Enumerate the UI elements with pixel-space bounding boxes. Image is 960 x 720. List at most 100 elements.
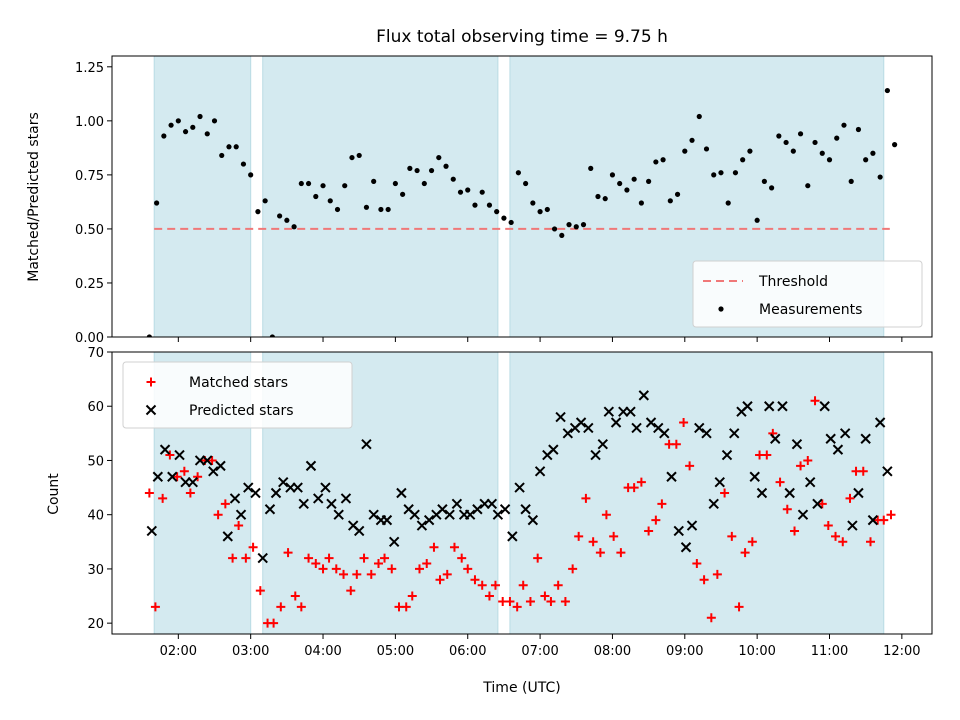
measurement-point [465,187,471,193]
y-tick-label: 0.75 [75,169,104,184]
measurement-point [269,334,275,337]
matched-star-marker [879,515,889,525]
measurement-point [356,152,362,159]
predicted-star-marker [791,438,803,450]
predicted-star-marker [520,504,531,515]
measurement-point [703,146,710,152]
matched-star-marker [207,455,217,465]
matched-star-marker [831,531,841,541]
matched-star-marker [339,569,349,579]
matched-star-marker [276,602,286,612]
chart-title: Flux total observing time = 9.75 h [376,27,668,47]
predicted-star-marker [874,417,886,428]
measurement-point [754,217,760,223]
y-tick-label: 40 [87,509,104,524]
predicted-star-marker [839,428,851,439]
axes-frame [111,55,933,338]
matched-star-marker [712,569,722,579]
predicted-star-marker [714,476,725,488]
matched-star-marker [866,537,875,547]
measurement-point [175,118,181,124]
measurement-point [219,152,225,159]
predicted-star-marker [763,401,775,412]
predicted-star-marker [867,514,879,526]
matched-star-marker [429,542,439,552]
x-tick-label: 07:00 [521,644,558,659]
predicted-star-marker [694,422,705,434]
x-tick-label: 11:00 [811,644,848,659]
matched-star-marker [401,602,411,612]
predicted-star-marker [167,471,178,482]
matched-star-marker [553,580,563,590]
matched-star-marker [172,472,182,482]
predicted-star-marker [229,493,241,504]
top-y-axis-label: Matched/Predicted stars [26,112,42,282]
predicted-star-marker [472,504,483,515]
matched-star-marker [255,586,265,596]
measurement-point [262,198,268,204]
matched-star-marker [241,553,251,563]
matched-star-marker [296,602,306,612]
measurement-point [696,113,702,120]
measurement-point [211,118,218,124]
measurement-point [342,183,348,189]
predicted-star-marker [202,455,213,466]
measurement-point [602,196,608,202]
matched-star-marker [568,564,578,574]
plot-area [146,87,898,337]
measurement-point [863,157,869,163]
measurement-point [660,157,666,163]
measurement-point [450,176,456,182]
y-tick-label: 20 [87,617,104,632]
x-tick-label: 08:00 [594,644,631,659]
matched-star-marker [304,553,314,563]
matched-star-marker [790,526,800,536]
predicted-star-marker [444,509,455,520]
predicted-star-marker [381,514,393,526]
predicted-star-marker [847,520,858,531]
legend-measurement-swatch [718,306,724,312]
matched-star-marker [185,488,195,498]
matched-star-marker [560,596,570,606]
x-tick-label: 02:00 [160,644,197,659]
measurement-point [334,206,341,213]
predicted-star-marker [797,509,809,520]
measurement-point [805,183,811,189]
bottom-y-axis-label: Count [46,473,62,515]
measurement-point [566,222,572,228]
predicted-star-marker [507,531,518,542]
measurement-point [819,150,825,156]
measurement-point [371,178,377,184]
matched-star-marker [512,602,522,612]
predicted-star-marker [555,411,566,423]
predicted-star-marker [514,482,525,493]
x-tick-label: 06:00 [449,644,486,659]
measurement-point [537,209,543,215]
predicted-star-marker [333,509,344,520]
matched-star-marker [179,466,189,476]
predicted-star-marker [590,449,601,461]
measurement-point [168,122,174,128]
predicted-star-marker [777,401,788,412]
matched-star-marker [679,418,689,427]
predicted-star-marker [208,466,219,477]
measurement-point [428,167,435,174]
matched-star-marker [747,537,757,547]
predicted-star-marker [264,504,276,515]
measurement-point [870,150,876,156]
measurement-point [588,165,594,171]
predicted-star-marker [597,438,609,450]
legend: Matched stars Predicted stars [122,361,353,429]
measurement-point [674,191,681,197]
predicted-star-marker [250,487,261,499]
matched-star-marker [720,488,730,498]
predicted-star-marker [853,487,864,499]
measurement-point [776,133,782,139]
measurement-point [884,87,890,94]
measurement-point [204,131,210,137]
matched-star-marker [616,548,626,558]
measurement-point [638,200,644,206]
measurement-point [580,222,587,228]
x-tick-label: 09:00 [666,644,703,659]
matched-star-marker [540,591,550,601]
